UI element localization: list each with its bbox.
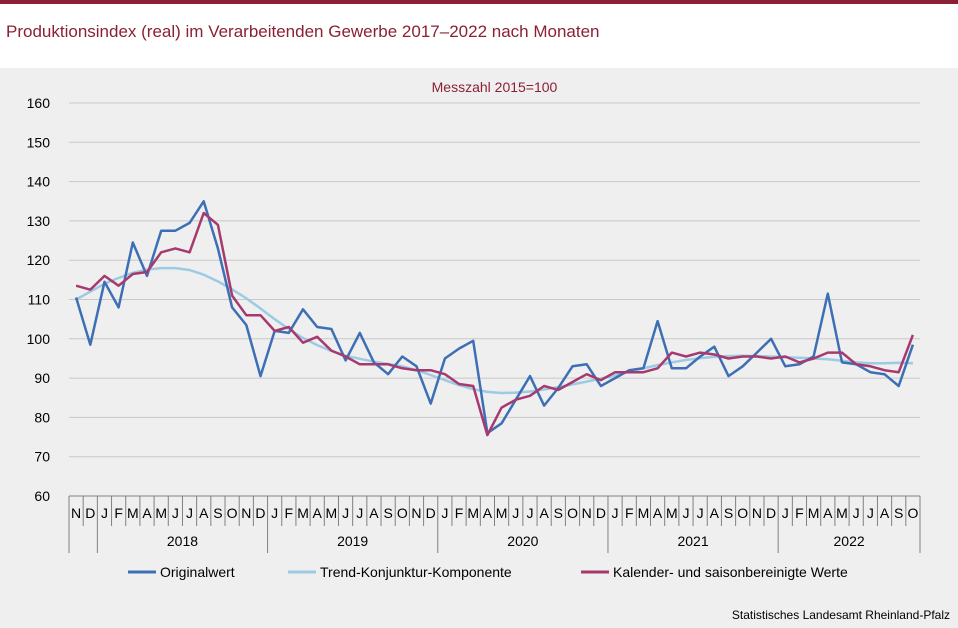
year-label: 2022 xyxy=(834,533,865,549)
month-label: D xyxy=(766,505,776,521)
year-label: 2019 xyxy=(337,533,368,549)
month-label: M xyxy=(836,505,848,521)
month-label: M xyxy=(127,505,139,521)
month-label: S xyxy=(554,505,563,521)
month-label: N xyxy=(582,505,592,521)
month-label: O xyxy=(227,505,238,521)
month-label: S xyxy=(724,505,733,521)
series-originalwert-line xyxy=(74,200,915,435)
month-label: M xyxy=(638,505,650,521)
y-tick-label: 140 xyxy=(27,174,51,190)
month-label: M xyxy=(496,505,508,521)
month-label: J xyxy=(697,505,704,521)
month-label: J xyxy=(342,505,349,521)
month-label: A xyxy=(539,505,549,521)
month-label: N xyxy=(752,505,762,521)
series-saisonbereinigt-line xyxy=(75,211,915,437)
month-label: M xyxy=(467,505,479,521)
y-tick-label: 130 xyxy=(27,213,51,229)
source-note: Statistisches Landesamt Rheinland-Pfalz xyxy=(731,608,950,622)
chart-svg: Messzahl 2015=100 60 70 80 90 100 110 120 130 140… xyxy=(27,79,921,580)
month-label: F xyxy=(114,505,123,521)
month-label: J xyxy=(271,505,278,521)
month-label: A xyxy=(483,505,493,521)
month-label: M xyxy=(155,505,167,521)
year-label: 2021 xyxy=(677,533,708,549)
month-label: F xyxy=(455,505,464,521)
month-label: F xyxy=(795,505,804,521)
y-tick-label: 160 xyxy=(27,95,51,111)
y-tick-label: 100 xyxy=(27,331,51,347)
month-label: N xyxy=(241,505,251,521)
month-label: J xyxy=(512,505,519,521)
month-label: O xyxy=(567,505,578,521)
month-label: M xyxy=(808,505,820,521)
month-label: M xyxy=(297,505,309,521)
legend-originalwert-label: Originalwert xyxy=(160,564,235,580)
month-label: J xyxy=(612,505,619,521)
month-label: J xyxy=(356,505,363,521)
month-label: S xyxy=(383,505,392,521)
month-label: S xyxy=(213,505,222,521)
month-label: J xyxy=(867,505,874,521)
month-label: J xyxy=(101,505,108,521)
y-tick-label: 70 xyxy=(34,449,50,465)
month-label: O xyxy=(907,505,918,521)
month-label: J xyxy=(782,505,789,521)
month-label: F xyxy=(625,505,634,521)
month-label: J xyxy=(682,505,689,521)
chart-title: Produktionsindex (real) im Verarbeitende… xyxy=(6,22,600,41)
month-label: A xyxy=(823,505,833,521)
y-tick-label: 60 xyxy=(34,488,50,504)
month-label: J xyxy=(441,505,448,521)
month-label: D xyxy=(255,505,265,521)
month-label: M xyxy=(326,505,338,521)
month-label: J xyxy=(186,505,193,521)
month-label: J xyxy=(172,505,179,521)
year-label: 2018 xyxy=(167,533,198,549)
legend-saisonbereinigt-label: Kalender- und saisonbereinigte Werte xyxy=(613,564,848,580)
brand-bar xyxy=(0,0,958,4)
month-label: J xyxy=(853,505,860,521)
month-label: O xyxy=(397,505,408,521)
month-label: O xyxy=(737,505,748,521)
month-label: A xyxy=(199,505,209,521)
year-label: 2020 xyxy=(507,533,538,549)
month-label: M xyxy=(666,505,678,521)
month-label: N xyxy=(71,505,81,521)
month-label: N xyxy=(411,505,421,521)
y-tick-label: 120 xyxy=(27,252,51,268)
month-label: A xyxy=(710,505,720,521)
y-tick-label: 110 xyxy=(28,292,51,308)
y-tick-label: 80 xyxy=(34,409,50,425)
month-label: A xyxy=(653,505,663,521)
month-label: D xyxy=(426,505,436,521)
month-label: D xyxy=(85,505,95,521)
month-label: A xyxy=(142,505,152,521)
chart-panel: Messzahl 2015=100 60 70 80 90 100 110 120 130 140… xyxy=(0,68,958,628)
legend-trend-label: Trend-Konjunktur-Komponente xyxy=(320,564,512,580)
series-trend-line xyxy=(75,266,913,395)
month-label: J xyxy=(526,505,533,521)
chart-subtitle: Messzahl 2015=100 xyxy=(432,79,558,95)
month-label: A xyxy=(369,505,379,521)
month-label: A xyxy=(880,505,890,521)
month-label: S xyxy=(894,505,903,521)
month-label: D xyxy=(596,505,606,521)
month-label: A xyxy=(313,505,323,521)
month-label: F xyxy=(285,505,294,521)
y-tick-label: 150 xyxy=(27,134,51,150)
y-tick-label: 90 xyxy=(34,370,50,386)
